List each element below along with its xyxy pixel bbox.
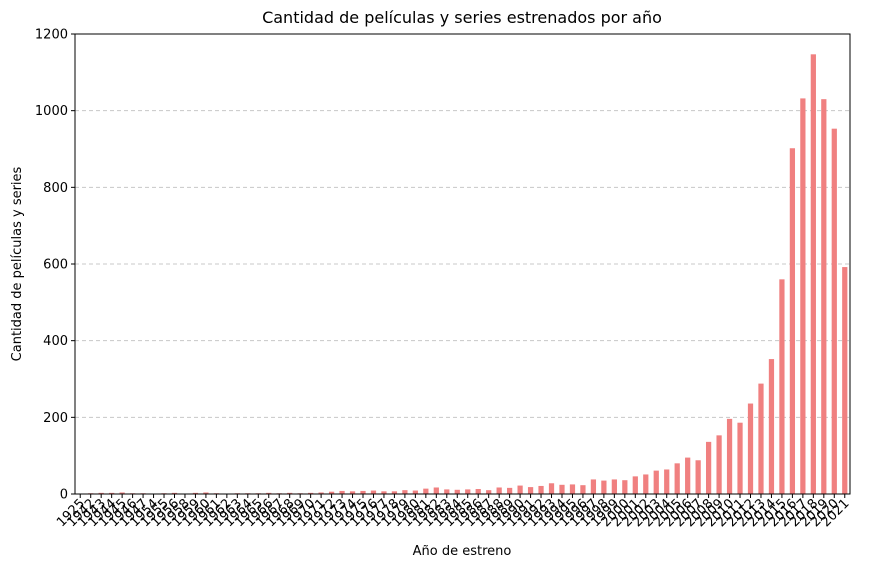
bar-2004 bbox=[664, 469, 670, 494]
bar-1956 bbox=[171, 492, 178, 494]
bar-1968 bbox=[287, 492, 293, 494]
bar-1974 bbox=[349, 491, 356, 494]
bar-1944 bbox=[109, 492, 115, 494]
bar-1985 bbox=[465, 489, 471, 494]
y-axis-ticks: 0 200 400 600 800 1000 1200 bbox=[35, 28, 75, 503]
bar-2003 bbox=[653, 470, 659, 494]
bar-2011 bbox=[737, 422, 743, 494]
y-tick-label: 200 bbox=[43, 411, 68, 426]
bar-1981 bbox=[423, 488, 429, 494]
bar-2009 bbox=[716, 435, 722, 494]
bar-2014 bbox=[768, 359, 775, 494]
bar-1979 bbox=[402, 490, 408, 494]
bar-2013 bbox=[758, 383, 764, 494]
bar-2019 bbox=[821, 99, 827, 495]
bar-2005 bbox=[674, 463, 680, 494]
bar-1982 bbox=[433, 487, 439, 494]
bar-1971 bbox=[318, 492, 324, 494]
bar-2000 bbox=[622, 480, 628, 494]
bar-1984 bbox=[454, 489, 460, 494]
bar-1987 bbox=[486, 490, 492, 494]
bar-1970 bbox=[308, 492, 314, 494]
bar-2015 bbox=[779, 279, 785, 494]
y-tick-label: 800 bbox=[43, 181, 68, 196]
y-gridlines bbox=[75, 33, 850, 495]
y-tick-label: 600 bbox=[43, 258, 68, 273]
x-axis-ticks: 1925194219431944194519461947195419551956… bbox=[54, 494, 853, 530]
bar-2012 bbox=[747, 403, 754, 494]
bar-1973 bbox=[339, 490, 345, 494]
bar-1991 bbox=[527, 487, 534, 494]
bar-1983 bbox=[444, 489, 450, 494]
bar-1994 bbox=[559, 484, 565, 494]
x-axis-label: Año de estreno bbox=[413, 544, 512, 559]
bar-1945 bbox=[119, 492, 125, 494]
bar-2008 bbox=[705, 441, 712, 494]
bar-1989 bbox=[507, 487, 513, 494]
y-tick-label: 1200 bbox=[35, 28, 68, 43]
bar-1996 bbox=[580, 485, 586, 494]
chart-title: Cantidad de películas y series estrenado… bbox=[262, 8, 662, 27]
bars bbox=[77, 54, 848, 495]
bar-1999 bbox=[611, 479, 617, 494]
bar-1960 bbox=[203, 492, 209, 494]
bar-1986 bbox=[475, 489, 481, 494]
bar-2020 bbox=[831, 128, 837, 494]
bar-2016 bbox=[789, 148, 796, 494]
bar-1943 bbox=[98, 492, 104, 494]
bar-1992 bbox=[538, 485, 544, 494]
bar-2021 bbox=[842, 267, 848, 494]
bar-2018 bbox=[810, 54, 816, 495]
bar-1980 bbox=[412, 490, 418, 494]
bar-2002 bbox=[643, 474, 649, 494]
bar-1993 bbox=[548, 483, 555, 494]
bar-2006 bbox=[685, 457, 691, 494]
y-tick-label: 0 bbox=[60, 488, 68, 503]
bar-1978 bbox=[391, 491, 398, 494]
bar-1972 bbox=[328, 491, 335, 494]
bar-1975 bbox=[360, 490, 366, 494]
bar-2007 bbox=[695, 460, 701, 494]
y-axis-label: Cantidad de películas y series bbox=[10, 166, 25, 361]
bar-1990 bbox=[517, 485, 523, 494]
y-tick-label: 1000 bbox=[35, 104, 68, 119]
bar-2001 bbox=[632, 476, 638, 494]
bar-1998 bbox=[601, 480, 607, 494]
bar-1959 bbox=[192, 492, 199, 494]
bar-1995 bbox=[569, 484, 576, 494]
bar-1997 bbox=[590, 479, 597, 494]
bar-1976 bbox=[370, 490, 377, 494]
bar-2010 bbox=[726, 418, 733, 494]
bar-2017 bbox=[800, 98, 806, 495]
bar-1988 bbox=[496, 487, 502, 494]
bar-1977 bbox=[381, 491, 387, 494]
y-tick-label: 400 bbox=[43, 334, 68, 349]
bar-1966 bbox=[266, 492, 272, 494]
